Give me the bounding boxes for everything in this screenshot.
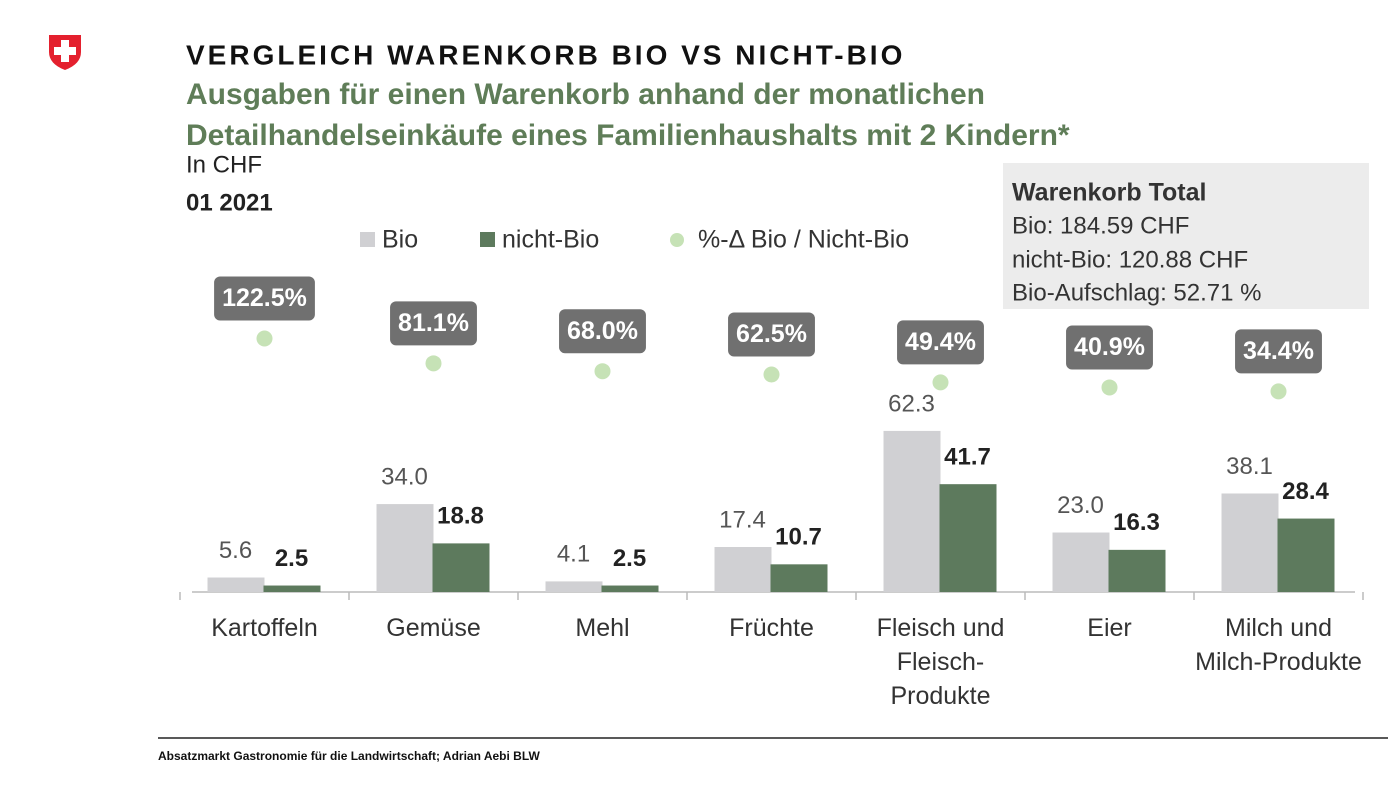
bar [207, 577, 265, 592]
subtitle: Ausgaben für einen Warenkorb anhand der … [186, 78, 985, 111]
value-label: 23.0 [1057, 492, 1104, 519]
bar [1052, 532, 1110, 592]
bar [376, 504, 434, 592]
pct-dot [763, 366, 780, 383]
pct-label: 49.4% [905, 328, 976, 356]
title: VERGLEICH WARENKORB BIO VS NICHT-BIO [186, 39, 905, 70]
value-label: 28.4 [1282, 478, 1329, 505]
info-line: nicht-Bio: 120.88 CHF [1012, 246, 1248, 273]
bar [545, 581, 603, 592]
legend-swatch [480, 232, 495, 247]
pct-dot [1270, 383, 1287, 400]
pct-label: 40.9% [1074, 333, 1145, 361]
bar [601, 585, 659, 592]
unit: In CHF [186, 151, 262, 178]
pct-label: 34.4% [1243, 337, 1314, 365]
pct-label-box [897, 320, 984, 365]
value-label: 34.0 [381, 463, 428, 490]
x-tick-label: Milch und Milch-Produkte [1195, 614, 1362, 676]
x-tick-label: Fleisch und Fleisch-Produkte [876, 614, 1005, 710]
info-box [1003, 163, 1369, 309]
swiss-logo [49, 35, 81, 70]
info-line: Bio: 184.59 CHF [1012, 212, 1189, 239]
legend-swatch [670, 233, 684, 247]
x-tick-label: Mehl [575, 614, 630, 642]
value-label: 10.7 [775, 524, 822, 551]
pct-label: 122.5% [222, 284, 307, 312]
value-label: 16.3 [1113, 509, 1160, 536]
legend-label: %-Δ Bio / Nicht-Bio [698, 226, 909, 254]
bar [883, 430, 941, 592]
value-label: 5.6 [219, 537, 252, 564]
value-label: 2.5 [275, 545, 308, 572]
pct-dot [1101, 379, 1118, 396]
value-label: 17.4 [719, 506, 766, 533]
value-label: 18.8 [437, 503, 484, 530]
legend-label: Bio [382, 226, 418, 254]
pct-dot [594, 363, 611, 380]
bar [263, 585, 321, 592]
pct-label: 81.1% [398, 309, 469, 337]
x-tick-label: Kartoffeln [211, 614, 318, 642]
pct-dot [932, 374, 949, 391]
info-title: Warenkorb Total [1012, 179, 1206, 207]
bar [1277, 518, 1335, 592]
value-label: 38.1 [1226, 453, 1273, 480]
pct-label-box [1066, 325, 1153, 370]
bar [432, 543, 490, 592]
pct-label: 62.5% [736, 320, 807, 348]
pct-label-box [728, 312, 815, 357]
legend-label: nicht-Bio [502, 226, 599, 254]
pct-dot [425, 355, 442, 372]
x-tick-label: Eier [1087, 614, 1132, 642]
source: Absatzmarkt Gastronomie für die Landwirt… [158, 749, 541, 763]
period: 01 2021 [186, 189, 273, 216]
pct-label-box [390, 301, 477, 346]
value-label: 2.5 [613, 545, 646, 572]
pct-label: 68.0% [567, 317, 638, 345]
x-tick-label: Gemüse [386, 614, 481, 642]
bar [1221, 493, 1279, 592]
legend-swatch [360, 232, 375, 247]
bar [1108, 549, 1166, 592]
value-label: 41.7 [944, 444, 991, 471]
bar [770, 564, 828, 592]
pct-label-box [214, 276, 315, 321]
subtitle: Detailhandelseinkäufe eines Familienhaus… [186, 119, 1070, 152]
pct-label-box [1235, 329, 1322, 374]
pct-dot [256, 330, 273, 347]
value-label: 4.1 [557, 541, 590, 568]
pct-label-box [559, 309, 646, 354]
value-label: 62.3 [888, 390, 935, 417]
bar [714, 547, 772, 592]
bar [939, 484, 997, 592]
x-tick-label: Früchte [729, 614, 814, 642]
info-line: Bio-Aufschlag: 52.71 % [1012, 279, 1261, 306]
